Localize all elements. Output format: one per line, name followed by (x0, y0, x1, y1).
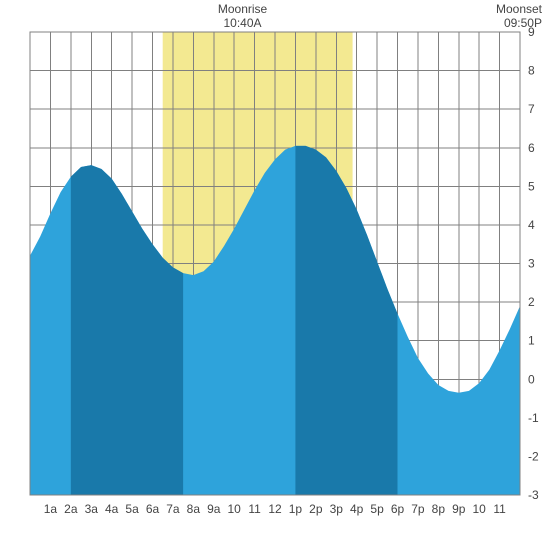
x-tick-label: 12 (268, 502, 282, 516)
x-tick-label: 5p (370, 502, 384, 516)
y-tick-label: 7 (528, 102, 535, 116)
tide-chart: Moonrise 10:40A Moonset 09:50P -3-2-1012… (0, 0, 550, 550)
moonset-text: Moonset (496, 2, 542, 16)
x-tick-label: 3a (85, 502, 99, 516)
tide-area-dark-1 (295, 146, 397, 495)
x-tick-label: 10 (472, 502, 486, 516)
x-tick-label: 8a (187, 502, 201, 516)
y-tick-label: -2 (528, 449, 539, 463)
x-tick-label: 7p (411, 502, 425, 516)
x-tick-label: 6a (146, 502, 160, 516)
x-tick-label: 8p (432, 502, 446, 516)
chart-svg: -3-2-101234567891a2a3a4a5a6a7a8a9a101112… (0, 0, 550, 550)
x-tick-label: 2p (309, 502, 323, 516)
x-tick-label: 3p (330, 502, 344, 516)
y-tick-label: 2 (528, 295, 535, 309)
y-tick-label: 5 (528, 179, 535, 193)
moonset-label: Moonset 09:50P (496, 2, 542, 31)
y-tick-label: 6 (528, 141, 535, 155)
y-tick-label: -1 (528, 411, 539, 425)
x-tick-label: 9a (207, 502, 221, 516)
x-tick-label: 11 (248, 502, 261, 516)
y-tick-label: 8 (528, 64, 535, 78)
x-tick-label: 5a (125, 502, 139, 516)
y-tick-label: -3 (528, 488, 539, 502)
x-tick-label: 4a (105, 502, 119, 516)
x-tick-label: 9p (452, 502, 466, 516)
x-tick-label: 2a (64, 502, 78, 516)
x-tick-label: 1a (44, 502, 58, 516)
moonrise-label: Moonrise 10:40A (218, 2, 267, 31)
y-tick-label: 1 (528, 334, 535, 348)
moonrise-text: Moonrise (218, 2, 267, 16)
y-tick-label: 0 (528, 372, 535, 386)
moonrise-time: 10:40A (218, 16, 267, 30)
x-tick-label: 1p (289, 502, 303, 516)
x-tick-label: 7a (166, 502, 180, 516)
y-tick-label: 3 (528, 257, 535, 271)
y-tick-label: 4 (528, 218, 535, 232)
x-tick-label: 6p (391, 502, 405, 516)
x-tick-label: 4p (350, 502, 364, 516)
moonset-time: 09:50P (496, 16, 542, 30)
x-tick-label: 10 (227, 502, 241, 516)
x-tick-label: 11 (493, 502, 506, 516)
